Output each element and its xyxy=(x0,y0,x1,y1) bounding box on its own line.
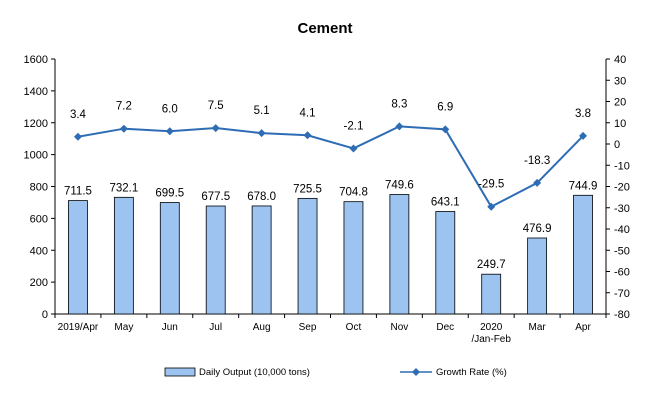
line-point xyxy=(349,144,358,153)
legend-bar-swatch xyxy=(164,367,196,377)
right-tick-label: -60 xyxy=(614,267,630,279)
line-point xyxy=(441,125,450,134)
right-tick-label: -20 xyxy=(614,182,630,194)
line-point xyxy=(395,122,404,131)
right-tick-label: 30 xyxy=(614,75,626,87)
bar xyxy=(297,197,318,315)
line-point xyxy=(257,129,266,138)
left-tick-label: 0 xyxy=(42,309,48,321)
left-tick-label: 1400 xyxy=(24,86,48,98)
x-tick-label: Jun xyxy=(162,322,178,333)
line-value-label: 5.1 xyxy=(254,105,270,117)
line-point xyxy=(165,127,174,136)
line-value-label: 6.9 xyxy=(437,101,453,113)
line-value-label: 3.4 xyxy=(70,109,87,121)
right-tick-label: -80 xyxy=(614,309,630,321)
bar-value-label: 711.5 xyxy=(64,186,92,198)
line-point xyxy=(73,132,82,141)
line-point xyxy=(533,178,542,187)
bar xyxy=(481,273,502,315)
plot-area: 02004006008001000120014001600-80-70-60-5… xyxy=(24,54,630,345)
line-value-label: 8.3 xyxy=(391,98,407,110)
bar xyxy=(573,194,593,315)
legend-line-label: Growth Rate (%) xyxy=(436,367,507,378)
line-value-label: -2.1 xyxy=(344,120,364,132)
bar-value-label: 744.9 xyxy=(569,180,598,192)
right-tick-label: 20 xyxy=(614,97,626,109)
legend: Daily Output (10,000 tons) Growth Rate (… xyxy=(164,367,507,378)
line-value-label: 3.8 xyxy=(575,108,591,120)
line-point xyxy=(487,202,496,211)
left-tick-label: 1000 xyxy=(24,150,48,162)
line-point xyxy=(211,124,220,133)
right-tick-label: 0 xyxy=(614,139,620,151)
line-value-label: 6.0 xyxy=(162,103,178,115)
right-tick-label: -70 xyxy=(614,288,630,300)
left-tick-label: 600 xyxy=(30,213,48,225)
right-tick-label: 40 xyxy=(614,54,626,66)
bar xyxy=(435,211,456,315)
x-tick-label: Dec xyxy=(436,322,454,333)
line-value-label: -29.5 xyxy=(478,179,504,191)
x-tick-label: Aug xyxy=(253,322,271,333)
line-value-label: 4.1 xyxy=(300,107,316,119)
right-tick-label: -10 xyxy=(614,160,630,172)
bar xyxy=(343,201,364,315)
x-tick-label: Sep xyxy=(299,322,317,333)
bar-value-label: 699.5 xyxy=(155,188,184,200)
bar xyxy=(113,196,134,315)
line-point xyxy=(579,131,588,140)
x-tick-label: Jul xyxy=(209,322,222,333)
bar-value-label: 677.5 xyxy=(201,191,230,203)
x-tick-label: Nov xyxy=(390,322,408,333)
right-tick-label: -50 xyxy=(614,245,630,257)
left-tick-label: 400 xyxy=(30,245,48,257)
bar xyxy=(251,205,272,315)
line-value-label: 7.5 xyxy=(208,100,224,112)
right-tick-label: -30 xyxy=(614,203,630,215)
bar xyxy=(205,205,226,315)
line-value-label: -18.3 xyxy=(524,155,550,167)
right-tick-label: 10 xyxy=(614,118,626,130)
line-point xyxy=(119,124,128,133)
growth-rate-line xyxy=(77,125,584,209)
left-tick-label: 200 xyxy=(30,277,48,289)
bar-value-label: 643.1 xyxy=(431,197,460,209)
left-tick-label: 1600 xyxy=(24,54,48,66)
bar xyxy=(527,237,548,315)
x-tick-label: May xyxy=(114,322,133,333)
legend-bar-label: Daily Output (10,000 tons) xyxy=(199,367,310,378)
bar-value-label: 704.8 xyxy=(339,187,368,199)
bar-value-label: 249.7 xyxy=(477,259,506,271)
x-tick-label: Mar xyxy=(529,322,547,333)
bar xyxy=(389,194,410,315)
bar-value-label: 678.0 xyxy=(247,191,276,203)
line-point xyxy=(303,131,312,140)
left-tick-label: 800 xyxy=(30,182,48,194)
line-value-label: 7.2 xyxy=(116,101,132,113)
chart-title: Cement xyxy=(297,20,352,37)
bar xyxy=(68,200,88,315)
left-tick-label: 1200 xyxy=(24,118,48,130)
x-tick-label: 2019/Apr xyxy=(58,322,99,333)
bar-value-label: 725.5 xyxy=(293,183,322,195)
legend-line-marker xyxy=(412,368,420,376)
bar-value-label: 732.1 xyxy=(109,182,138,194)
bar xyxy=(159,202,180,315)
bar-value-label: 476.9 xyxy=(523,223,552,235)
x-tick-label: 2020/Jan-Feb xyxy=(471,322,511,345)
x-tick-label: Oct xyxy=(346,322,362,333)
x-tick-label: Apr xyxy=(575,322,591,333)
bar-value-label: 749.6 xyxy=(385,180,414,192)
right-tick-label: -40 xyxy=(614,224,630,236)
